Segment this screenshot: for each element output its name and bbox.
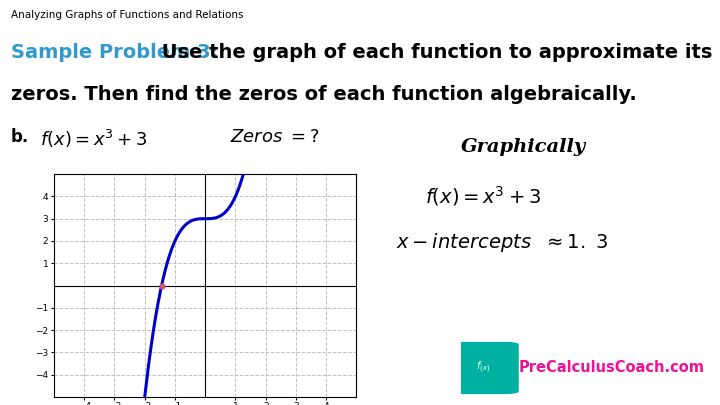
Text: Sample Problem 3:: Sample Problem 3: (11, 43, 218, 62)
Text: Analyzing Graphs of Functions and Relations: Analyzing Graphs of Functions and Relati… (11, 10, 243, 20)
Text: b.: b. (11, 128, 29, 145)
Text: PreCalculusCoach.com: PreCalculusCoach.com (519, 360, 705, 375)
Text: Graphically: Graphically (461, 138, 586, 156)
Text: $f(x) = x^3 + 3$: $f(x) = x^3 + 3$ (40, 128, 147, 150)
Text: $x - intercepts\ \ \approx 1.\ 3$: $x - intercepts\ \ \approx 1.\ 3$ (396, 231, 608, 254)
Text: $f_{(x)}$: $f_{(x)}$ (477, 360, 490, 375)
Text: $Zeros\ =?$: $Zeros\ =?$ (230, 128, 320, 145)
Text: $f(x) = x^3 + 3$: $f(x) = x^3 + 3$ (425, 184, 541, 208)
Text: Use the graph of each function to approximate its: Use the graph of each function to approx… (155, 43, 712, 62)
FancyBboxPatch shape (448, 342, 518, 394)
Text: zeros. Then find the zeros of each function algebraically.: zeros. Then find the zeros of each funct… (11, 85, 636, 104)
